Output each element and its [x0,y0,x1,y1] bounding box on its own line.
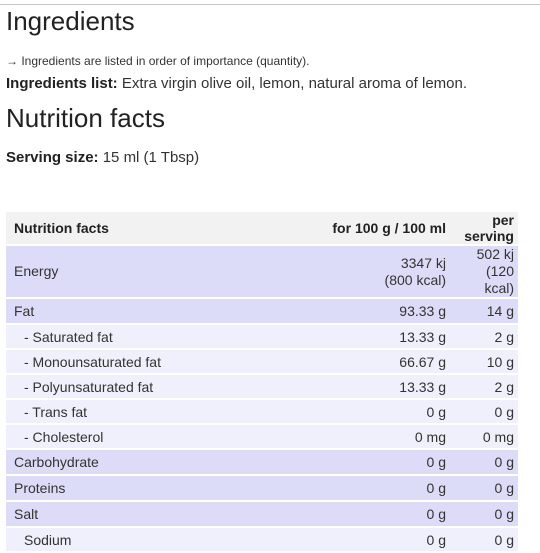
row-per-100: 0 mg [218,425,450,448]
energy-per100-kj: 3347 kj [400,254,446,271]
row-per-serving: 0 g [450,450,518,474]
row-per-serving: 10 g [450,350,518,373]
row-name: - Trans fat [6,400,218,423]
energy-serving-kcal: (120 kcal) [484,263,514,296]
row-name: Proteins [6,476,218,500]
nutrition-heading: Nutrition facts [6,103,165,133]
header-nutrient: Nutrition facts [6,212,218,244]
table-row-proteins: Proteins 0 g 0 g [6,476,518,500]
table-row-carbohydrate: Carbohydrate 0 g 0 g [6,450,518,474]
ingredients-list-label: Ingredients list: [6,75,118,92]
serving-size: Serving size: 15 ml (1 Tbsp) [6,149,199,166]
row-name: Fat [6,299,218,323]
table-row-sodium: Sodium 0 g 0 g [6,528,518,551]
row-name: Sodium [6,528,218,551]
table-row-saturated-fat: - Saturated fat 13.33 g 2 g [6,325,518,348]
row-per-serving: 14 g [450,299,518,323]
row-name: Carbohydrate [6,450,218,474]
row-per-100: 3347 kj (800 kcal) [218,246,450,297]
row-name: Energy [6,246,218,297]
row-per-serving: 0 g [450,528,518,551]
row-per-serving: 0 g [450,400,518,423]
header-per-serving: per serving [450,212,518,244]
row-per-serving: 0 g [450,502,518,526]
row-per-serving: 2 g [450,325,518,348]
row-per-100: 66.67 g [218,350,450,373]
row-name: Salt [6,502,218,526]
row-per-100: 0 g [218,400,450,423]
serving-size-label: Serving size: [6,149,99,166]
table-row-salt: Salt 0 g 0 g [6,502,518,526]
row-per-100: 13.33 g [218,325,450,348]
serving-size-value: 15 ml (1 Tbsp) [98,149,200,166]
table-row-fat: Fat 93.33 g 14 g [6,299,518,323]
ingredients-heading: Ingredients [6,6,135,36]
nutrition-table-header: Nutrition facts for 100 g / 100 ml per s… [6,212,518,244]
row-name: - Polyunsaturated fat [6,375,218,398]
row-per-serving: 2 g [450,375,518,398]
row-name: - Saturated fat [6,325,218,348]
row-per-100: 0 g [218,528,450,551]
table-row-monounsaturated-fat: - Monounsaturated fat 66.67 g 10 g [6,350,518,373]
table-row-energy: Energy 3347 kj (800 kcal) 502 kj (120 kcal… [6,246,518,297]
top-divider [0,4,540,5]
row-per-100: 93.33 g [218,299,450,323]
row-per-100: 0 g [218,502,450,526]
ingredients-list: Ingredients list: Extra virgin olive oil… [6,75,467,92]
row-per-serving: 502 kj (120 kcal) [450,246,518,297]
nutrition-table: Nutrition facts for 100 g / 100 ml per s… [6,210,518,553]
row-per-100: 0 g [218,476,450,500]
table-row-trans-fat: - Trans fat 0 g 0 g [6,400,518,423]
row-name: - Cholesterol [6,425,218,448]
row-per-serving: 0 g [450,476,518,500]
energy-serving-kj: 502 kj [476,246,514,262]
row-per-100: 13.33 g [218,375,450,398]
table-row-cholesterol: - Cholesterol 0 mg 0 mg [6,425,518,448]
row-per-serving: 0 mg [450,425,518,448]
table-row-polyunsaturated-fat: - Polyunsaturated fat 13.33 g 2 g [6,375,518,398]
header-per-100: for 100 g / 100 ml [218,212,450,244]
ingredients-note: → Ingredients are listed in order of imp… [6,54,310,68]
row-name: - Monounsaturated fat [6,350,218,373]
ingredients-list-value: Extra virgin olive oil, lemon, natural a… [117,75,468,92]
energy-per100-kcal: (800 kcal) [384,271,446,288]
row-per-100: 0 g [218,450,450,474]
